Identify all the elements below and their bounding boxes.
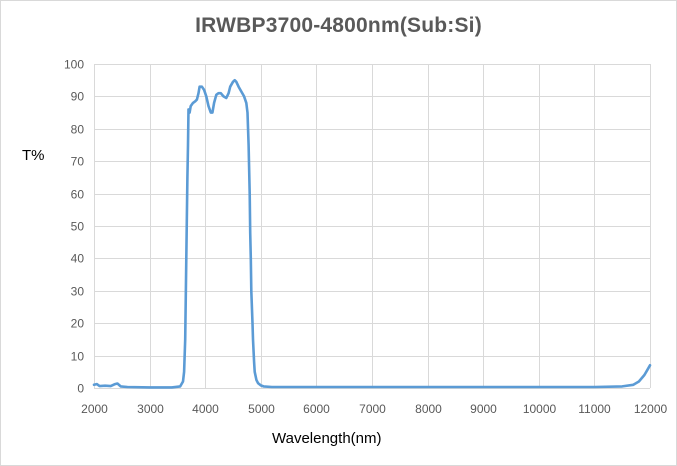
y-tick-label: 100	[64, 58, 84, 72]
x-tick-label: 6000	[303, 402, 330, 416]
x-tick-label: 4000	[192, 402, 219, 416]
y-tick-label: 20	[71, 317, 85, 331]
y-tick-label: 70	[71, 155, 85, 169]
x-tick-label: 3000	[137, 402, 164, 416]
y-tick-label: 10	[71, 350, 85, 364]
y-tick-label: 50	[71, 220, 85, 234]
y-tick-label: 40	[71, 252, 85, 266]
x-axis-label: Wavelength(nm)	[272, 430, 382, 447]
x-tick-label: 9000	[470, 402, 497, 416]
x-tick-label: 8000	[415, 402, 442, 416]
x-axis-ticks: 2000 3000 4000 5000 6000 7000 8000 9000 10000 110…	[81, 402, 667, 416]
chart-title: IRWBP3700-4800nm(Sub:Si)	[195, 14, 482, 37]
y-tick-label: 30	[71, 285, 85, 299]
y-axis-ticks: 0 10 20 30 40 50 60 70 80 90 100	[64, 58, 84, 396]
y-tick-label: 90	[71, 90, 85, 104]
x-tick-label: 12000	[634, 402, 668, 416]
x-tick-label: 11000	[578, 402, 611, 416]
y-tick-label: 80	[71, 123, 85, 137]
x-tick-label: 10000	[523, 402, 557, 416]
x-tick-label: 2000	[81, 402, 108, 416]
y-axis-label: T%	[22, 147, 45, 164]
gridlines	[94, 64, 651, 389]
transmission-curve	[92, 78, 652, 389]
y-tick-label: 60	[71, 188, 85, 202]
y-tick-label: 0	[77, 382, 84, 396]
x-tick-label: 7000	[359, 402, 386, 416]
x-tick-label: 5000	[248, 402, 275, 416]
